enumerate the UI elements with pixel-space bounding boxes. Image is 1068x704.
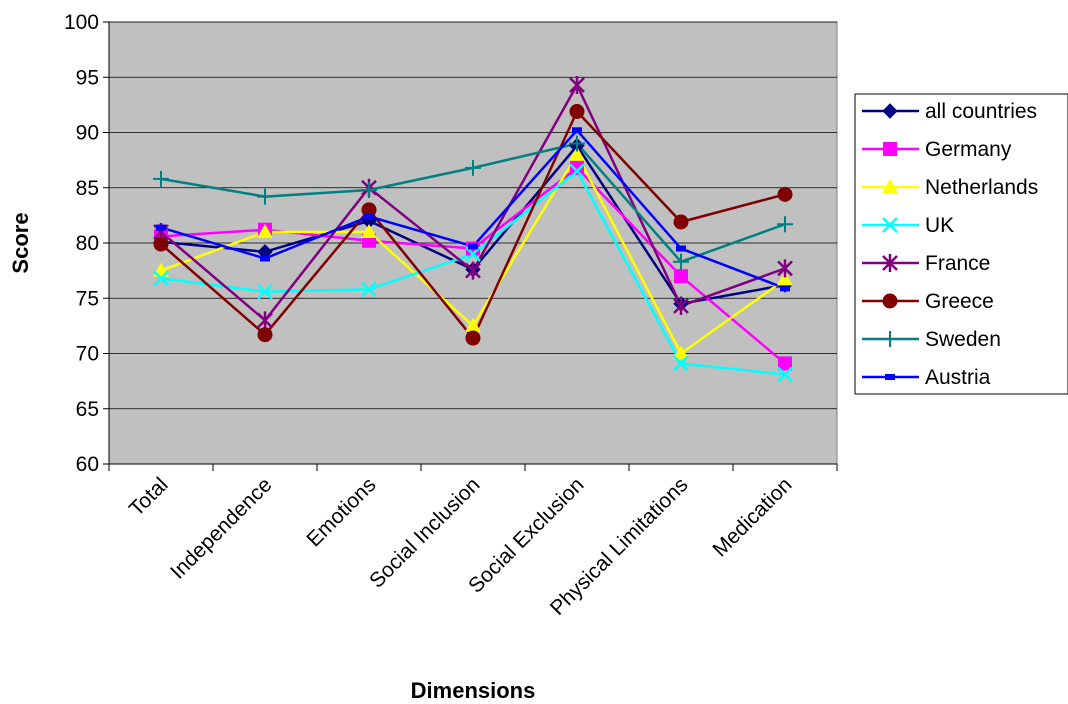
legend-marker bbox=[882, 293, 898, 309]
legend-label: UK bbox=[925, 214, 954, 237]
legend-marker bbox=[882, 103, 898, 119]
legend-marker bbox=[882, 331, 898, 347]
legend-label: France bbox=[925, 252, 990, 275]
data-point bbox=[780, 285, 790, 292]
data-point bbox=[572, 127, 582, 134]
legend-label: Austria bbox=[925, 366, 991, 389]
data-point bbox=[673, 355, 689, 372]
legend-item: Sweden bbox=[862, 328, 1001, 351]
legend-item: all countries bbox=[862, 100, 1037, 123]
data-point bbox=[257, 327, 273, 343]
legend-marker bbox=[882, 179, 898, 193]
x-tick-label: Medication bbox=[708, 473, 796, 561]
data-point bbox=[257, 188, 273, 205]
series-markers-6 bbox=[153, 135, 793, 270]
data-point bbox=[673, 214, 689, 230]
series-markers-2 bbox=[153, 146, 793, 360]
legend-label: Germany bbox=[925, 138, 1012, 161]
x-tick-label: Independence bbox=[166, 473, 276, 583]
legend-item: Germany bbox=[862, 138, 1012, 161]
data-point bbox=[777, 366, 793, 383]
y-tick-label: 70 bbox=[76, 343, 99, 366]
data-point bbox=[569, 163, 585, 180]
y-tick-label: 75 bbox=[76, 287, 99, 310]
data-point bbox=[569, 146, 585, 161]
legend-marker bbox=[882, 254, 898, 272]
series-markers bbox=[153, 75, 793, 383]
legend-item: Greece bbox=[862, 290, 994, 313]
y-tick-label: 65 bbox=[76, 398, 99, 421]
grid-lines bbox=[109, 21, 837, 410]
legend-item: France bbox=[862, 252, 990, 275]
data-point bbox=[257, 223, 273, 238]
data-point bbox=[465, 317, 481, 332]
axes bbox=[103, 21, 838, 471]
y-tick-labels: 60 65 70 75 80 85 90 95 100 bbox=[64, 11, 99, 476]
data-point bbox=[465, 261, 481, 280]
data-point bbox=[361, 223, 377, 238]
legend-label: Netherlands bbox=[925, 176, 1038, 199]
legend: all countries Germany Netherlands UK France G… bbox=[854, 93, 1068, 395]
legend-label: all countries bbox=[925, 100, 1037, 123]
y-tick-label: 60 bbox=[76, 453, 99, 476]
data-point bbox=[569, 135, 585, 152]
data-point bbox=[156, 224, 166, 231]
legend-marker bbox=[885, 374, 895, 380]
data-point bbox=[569, 104, 585, 120]
legend-label: Sweden bbox=[925, 328, 1001, 351]
legend-item: Netherlands bbox=[862, 176, 1038, 199]
x-tick-label: Total bbox=[125, 473, 173, 521]
y-tick-label: 95 bbox=[76, 66, 99, 89]
data-point bbox=[777, 216, 793, 233]
data-point bbox=[361, 281, 377, 298]
data-point bbox=[673, 296, 689, 315]
data-point bbox=[257, 283, 273, 300]
data-point bbox=[673, 345, 689, 360]
y-tick-label: 85 bbox=[76, 177, 99, 200]
data-point bbox=[361, 181, 377, 198]
data-point bbox=[569, 75, 585, 94]
data-point bbox=[674, 269, 688, 284]
data-point bbox=[778, 356, 792, 371]
data-point bbox=[465, 246, 481, 262]
x-axis-title: Dimensions bbox=[411, 678, 536, 703]
data-point bbox=[260, 255, 270, 262]
legend-label: Greece bbox=[925, 290, 994, 313]
data-point bbox=[153, 270, 169, 287]
legend-item: UK bbox=[862, 214, 954, 237]
legend-item: Austria bbox=[862, 366, 991, 389]
data-point bbox=[465, 159, 481, 176]
y-tick-label: 90 bbox=[76, 122, 99, 145]
data-point bbox=[257, 311, 273, 330]
series-markers-7 bbox=[156, 127, 790, 292]
data-point bbox=[468, 243, 478, 250]
data-point bbox=[676, 245, 686, 252]
data-point bbox=[777, 271, 793, 286]
y-axis-title: Score bbox=[8, 212, 33, 273]
data-point bbox=[153, 236, 169, 252]
data-point bbox=[153, 170, 169, 187]
data-point bbox=[364, 213, 374, 220]
y-tick-label: 100 bbox=[64, 11, 99, 34]
legend-marker bbox=[883, 142, 897, 156]
x-tick-label: Social Inclusion bbox=[365, 473, 484, 592]
data-point bbox=[673, 253, 689, 270]
data-point bbox=[570, 160, 584, 175]
data-point bbox=[777, 186, 793, 202]
x-tick-label: Emotions bbox=[302, 473, 380, 551]
data-point bbox=[465, 330, 481, 346]
legend-marker bbox=[882, 217, 898, 233]
data-point bbox=[777, 259, 793, 278]
series-markers-3 bbox=[153, 163, 793, 383]
y-tick-label: 80 bbox=[76, 232, 99, 255]
